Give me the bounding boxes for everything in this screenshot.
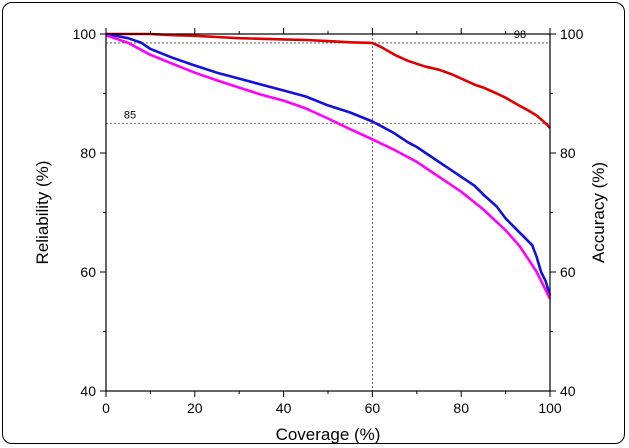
x-tick-label: 80 (453, 400, 469, 416)
left-y-tick-label: 40 (80, 383, 96, 399)
series-line-3 (105, 33, 552, 300)
right-y-tick-label: 60 (560, 264, 576, 280)
x-tick-label: 40 (276, 400, 292, 416)
x-tick-label: 20 (187, 400, 203, 416)
right-y-axis-title: Accuracy (%) (589, 162, 608, 263)
x-tick-label: 0 (102, 400, 110, 416)
right-y-tick-label: 100 (560, 26, 584, 42)
left-y-axis-title: Reliability (%) (33, 161, 52, 265)
series-lines (105, 32, 552, 300)
x-tick-label: 60 (365, 400, 381, 416)
series-line-1 (106, 32, 551, 129)
left-y-tick-label: 60 (80, 264, 96, 280)
x-axis-title: Coverage (%) (276, 425, 381, 444)
reference-line-label: 98 (514, 29, 526, 41)
right-y-tick-label: 40 (560, 383, 576, 399)
reference-line-label: 85 (124, 109, 136, 121)
x-tick-label: 100 (538, 400, 562, 416)
right-y-tick-label: 80 (560, 145, 576, 161)
series-line-2 (105, 32, 552, 297)
reference-lines: 98 85 (106, 29, 550, 391)
left-y-tick-label: 100 (73, 26, 97, 42)
left-y-tick-label: 80 (80, 145, 96, 161)
